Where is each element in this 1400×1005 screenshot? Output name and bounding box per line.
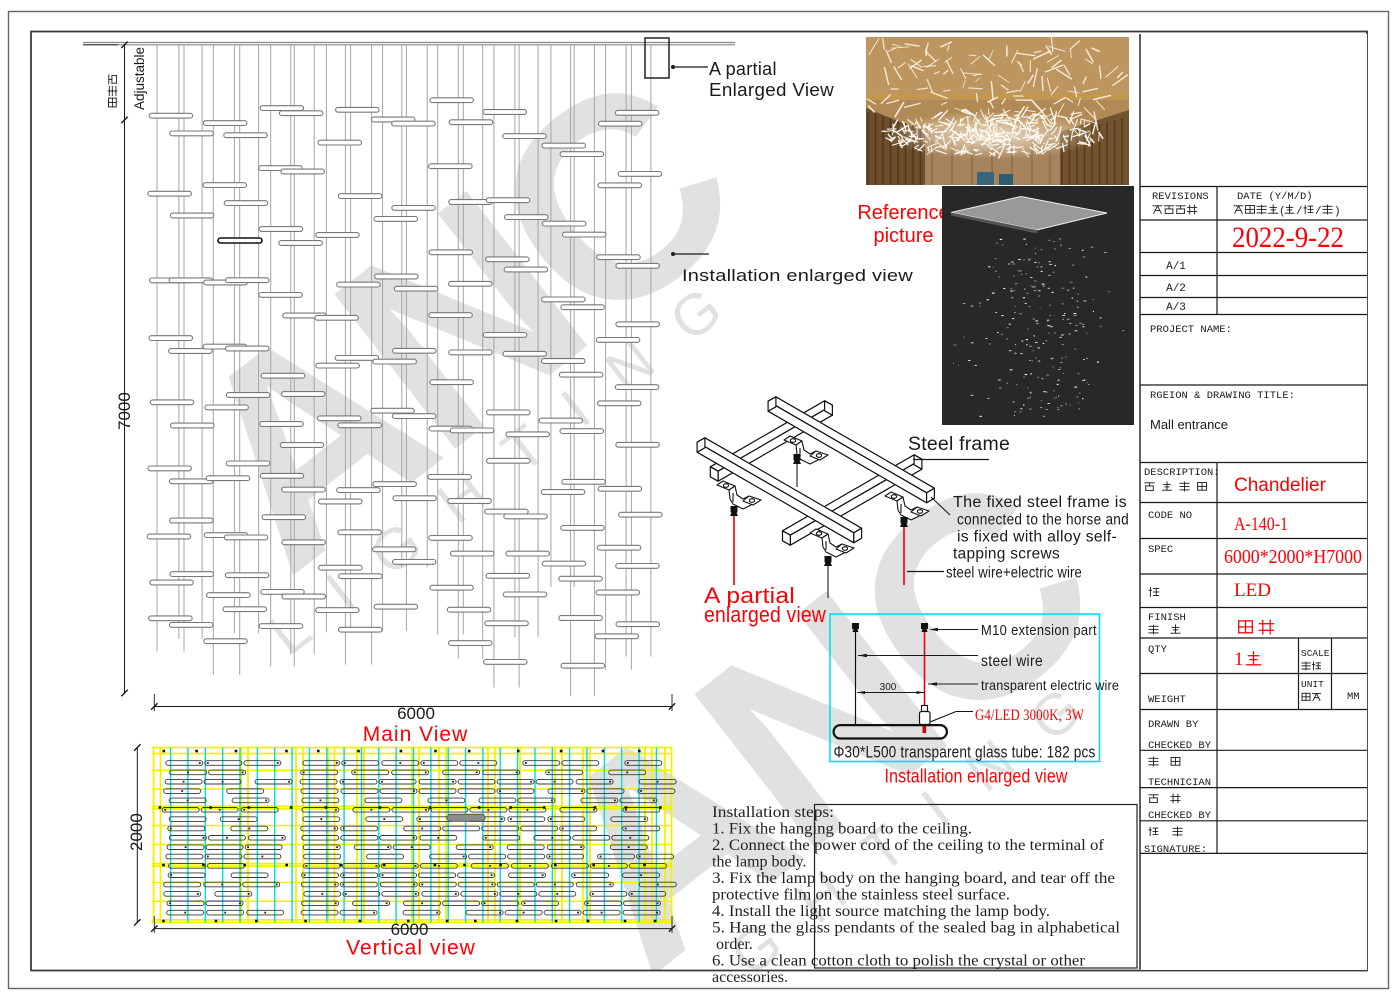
svg-text:Chandelier: Chandelier xyxy=(1234,475,1327,496)
svg-text:5. Hang the glass pendants of: 5. Hang the glass pendants of the sealed… xyxy=(712,920,1121,937)
svg-text:WEIGHT: WEIGHT xyxy=(1148,694,1186,706)
svg-text:UNIT: UNIT xyxy=(1301,679,1324,690)
svg-text:A/2: A/2 xyxy=(1166,283,1186,295)
svg-text:FINISH: FINISH xyxy=(1148,612,1186,624)
svg-text:Vertical view: Vertical view xyxy=(346,937,476,960)
svg-text:connected to the horse and: connected to the horse and xyxy=(957,512,1129,529)
svg-text:PROJECT NAME:: PROJECT NAME: xyxy=(1150,324,1232,336)
svg-text:A/3: A/3 xyxy=(1166,302,1186,314)
svg-text:Mall entrance: Mall entrance xyxy=(1150,417,1228,432)
svg-text:(: ( xyxy=(1279,206,1286,218)
svg-text:order.: order. xyxy=(716,936,753,953)
svg-text:CODE NO: CODE NO xyxy=(1148,510,1192,522)
svg-text:Installation steps:: Installation steps: xyxy=(712,804,834,821)
svg-text:A-140-1: A-140-1 xyxy=(1234,514,1288,535)
svg-text:G4/LED 3000K, 3W: G4/LED 3000K, 3W xyxy=(975,707,1085,724)
svg-text:picture: picture xyxy=(873,225,933,247)
svg-text:transparent electric wire: transparent electric wire xyxy=(981,677,1119,693)
svg-text:DATE (Y/M/D): DATE (Y/M/D) xyxy=(1237,191,1313,203)
svg-text:enlarged view: enlarged view xyxy=(704,602,826,627)
svg-text:6. Use a clean cotton cloth to: 6. Use a clean cotton cloth to polish th… xyxy=(712,953,1086,970)
svg-text:Reference: Reference xyxy=(857,202,949,224)
svg-text:tapping screws: tapping screws xyxy=(953,546,1060,563)
svg-text:DESCRIPTION:: DESCRIPTION: xyxy=(1144,467,1220,479)
svg-text:steel wire+electric wire: steel wire+electric wire xyxy=(946,565,1082,582)
svg-text:Installation enlarged view: Installation enlarged view xyxy=(682,266,914,285)
svg-text:SCALE: SCALE xyxy=(1301,648,1330,659)
svg-text:300: 300 xyxy=(880,682,897,693)
svg-text:1: 1 xyxy=(1234,649,1244,670)
svg-text:DRAWN BY: DRAWN BY xyxy=(1148,719,1199,731)
svg-text:Main View: Main View xyxy=(363,723,469,746)
svg-text:CHECKED BY: CHECKED BY xyxy=(1148,810,1212,822)
svg-text:SPEC: SPEC xyxy=(1148,544,1173,556)
svg-text:accessories.: accessories. xyxy=(712,969,788,986)
svg-text:4. Install the light source ma: 4. Install the light source matching the… xyxy=(712,903,1050,920)
svg-text:MM: MM xyxy=(1347,691,1360,703)
svg-text:SIGNATURE:: SIGNATURE: xyxy=(1144,844,1207,856)
svg-text:Φ30*L500 transparent glass tub: Φ30*L500 transparent glass tube: 182 pcs xyxy=(834,744,1096,762)
svg-text:/: / xyxy=(1315,206,1322,218)
svg-text:steel wire: steel wire xyxy=(981,653,1043,670)
svg-text:2. Connect the power cord of t: 2. Connect the power cord of the ceiling… xyxy=(712,837,1105,854)
svg-text:/: / xyxy=(1296,206,1303,218)
svg-text:1. Fix the hanging board to th: 1. Fix the hanging board to the ceiling. xyxy=(712,821,972,838)
svg-text:6000*2000*H7000: 6000*2000*H7000 xyxy=(1224,547,1362,568)
svg-text:Adjustable: Adjustable xyxy=(132,47,147,110)
svg-text:2000: 2000 xyxy=(127,813,146,851)
svg-text:): ) xyxy=(1334,206,1341,218)
svg-text:TECHNICIAN: TECHNICIAN xyxy=(1148,777,1211,789)
svg-text:Enlarged View: Enlarged View xyxy=(709,80,835,100)
svg-text:is fixed with alloy self-: is fixed with alloy self- xyxy=(957,529,1117,546)
svg-text:protective film on the stainle: protective film on the stainless steel s… xyxy=(712,887,1010,904)
svg-text:A/1: A/1 xyxy=(1166,261,1186,273)
svg-text:The fixed steel frame is: The fixed steel frame is xyxy=(953,494,1127,511)
svg-text:M10 extension part: M10 extension part xyxy=(981,623,1097,639)
svg-text:QTY: QTY xyxy=(1148,644,1168,656)
svg-text:RGEION & DRAWING TITLE:: RGEION & DRAWING TITLE: xyxy=(1150,390,1295,402)
svg-text:REVISIONS: REVISIONS xyxy=(1152,191,1209,203)
svg-text:7000: 7000 xyxy=(115,392,134,430)
svg-text:2022-9-22: 2022-9-22 xyxy=(1232,221,1344,254)
svg-text:the lamp body.: the lamp body. xyxy=(712,854,807,871)
svg-text:A partial: A partial xyxy=(709,59,777,79)
svg-text:6000: 6000 xyxy=(397,704,435,723)
svg-text:LED: LED xyxy=(1234,580,1271,601)
svg-text:3. Fix the lamp body on the ha: 3. Fix the lamp body on the hanging boar… xyxy=(712,870,1115,887)
svg-text:Installation enlarged view: Installation enlarged view xyxy=(885,767,1068,788)
svg-text:CHECKED BY: CHECKED BY xyxy=(1148,740,1212,752)
svg-text:Steel frame: Steel frame xyxy=(908,434,1010,455)
